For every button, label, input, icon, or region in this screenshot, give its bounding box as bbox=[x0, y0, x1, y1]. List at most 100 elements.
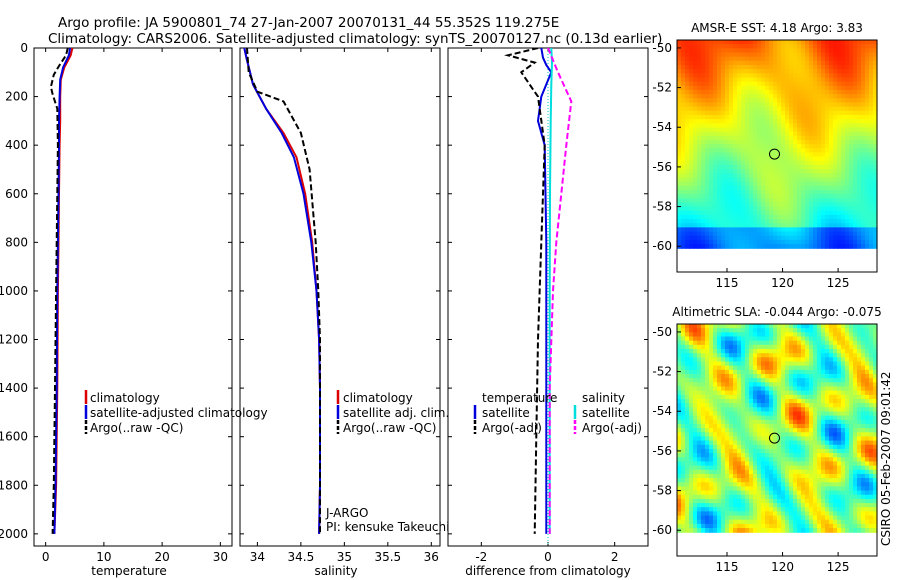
sst_map-cell bbox=[813, 164, 818, 170]
temperature-xtick-label: 10 bbox=[96, 550, 111, 564]
sst_map-cell bbox=[849, 110, 854, 116]
sst_map-cell bbox=[833, 214, 838, 220]
sst_map-cell bbox=[721, 81, 726, 87]
sst_map-cell bbox=[785, 69, 790, 74]
sst_map-cell bbox=[737, 206, 742, 212]
sla_map-cell bbox=[813, 444, 818, 450]
sst_map-cell bbox=[677, 69, 682, 74]
sst_map-cell bbox=[685, 206, 690, 212]
sla_map-cell bbox=[805, 394, 810, 400]
sla_map-cell bbox=[857, 507, 862, 512]
sla_map-cell bbox=[757, 453, 762, 458]
sst_map-cell bbox=[801, 244, 806, 249]
sla_map-cell bbox=[773, 486, 778, 492]
sla_map-cell bbox=[757, 332, 762, 338]
sst_map-cell bbox=[805, 239, 810, 245]
sla_map-cell bbox=[781, 382, 786, 388]
sst_map-cell bbox=[833, 210, 838, 216]
sla_map-cell bbox=[781, 478, 786, 483]
sst_map-cell bbox=[749, 44, 754, 49]
sst_map-cell bbox=[721, 173, 726, 179]
sst_map-cell bbox=[749, 177, 754, 183]
sst_map-cell bbox=[817, 185, 822, 191]
sla_map-cell bbox=[837, 398, 842, 404]
sst_map-cell bbox=[745, 135, 750, 141]
sst_map-cell bbox=[745, 239, 750, 245]
sst_map-cell bbox=[857, 69, 862, 74]
sla_map-cell bbox=[821, 419, 826, 425]
sla_map-cell bbox=[821, 328, 826, 333]
sla_map-cell bbox=[761, 332, 766, 338]
sst_map-cell bbox=[869, 98, 874, 104]
sst_map-cell bbox=[717, 152, 722, 158]
sla_map-cell bbox=[817, 528, 822, 533]
sst_map-cell bbox=[829, 206, 834, 212]
sla_map-cell bbox=[785, 398, 790, 404]
sst_map-cell bbox=[805, 169, 810, 174]
sst_map-cell bbox=[849, 231, 854, 237]
sla_map-cell bbox=[805, 498, 810, 504]
sst_map-cell bbox=[781, 77, 786, 83]
sla_map-cell bbox=[857, 519, 862, 525]
sla_map-cell bbox=[845, 457, 850, 463]
sst_map-cell bbox=[797, 156, 802, 162]
sst_map-cell bbox=[797, 85, 802, 91]
sla_map-cell bbox=[689, 357, 694, 363]
sla_map-cell bbox=[773, 478, 778, 483]
sst_map-cell bbox=[849, 139, 854, 145]
sla_map-cell bbox=[693, 478, 698, 483]
sla_map-cell bbox=[681, 340, 686, 346]
sla_map-cell bbox=[785, 324, 790, 329]
sla_map-cell bbox=[733, 378, 738, 383]
sla_map-cell bbox=[817, 523, 822, 529]
sla_map-cell bbox=[789, 411, 794, 417]
sla_map-cell bbox=[681, 465, 686, 471]
sst-map-panel: AMSR-E SST: 4.18 Argo: 3.83 -50-52-54-56… bbox=[652, 21, 878, 290]
sla-map-panel: Altimetric SLA: -0.044 Argo: -0.075 -50-… bbox=[652, 305, 881, 574]
sla_map-cell bbox=[721, 494, 726, 500]
sla_map-cell bbox=[769, 469, 774, 475]
sst_map-cell bbox=[849, 160, 854, 166]
sst_map-cell bbox=[801, 185, 806, 191]
sst_map-cell bbox=[829, 123, 834, 129]
sst_map-cell bbox=[689, 210, 694, 216]
sst_map-cell bbox=[705, 106, 710, 112]
sla_map-cell bbox=[777, 332, 782, 338]
sla_map-cell bbox=[841, 407, 846, 413]
sst_map-cell bbox=[685, 214, 690, 220]
sla_map-cell bbox=[733, 336, 738, 342]
sla_map-cell bbox=[761, 344, 766, 350]
sst_map-cell bbox=[689, 169, 694, 174]
sla_map-cell bbox=[813, 353, 818, 358]
sla_map-cell bbox=[705, 511, 710, 517]
sst_map-cell bbox=[821, 189, 826, 195]
sla_map-cell bbox=[829, 523, 834, 529]
sst_map-cell bbox=[813, 131, 818, 137]
sla_map-cell bbox=[857, 324, 862, 329]
sst_map-cell bbox=[761, 214, 766, 220]
sla_map-cell bbox=[837, 519, 842, 525]
sla_map-cell bbox=[701, 398, 706, 404]
sla_map-cell bbox=[725, 465, 730, 471]
sst_map-cell bbox=[801, 44, 806, 49]
sla_map-cell bbox=[701, 328, 706, 333]
sla_map-cell bbox=[853, 332, 858, 338]
sla_map-cell bbox=[753, 428, 758, 433]
sst_map-cell bbox=[717, 60, 722, 66]
sla_map-cell bbox=[797, 503, 802, 508]
sla_map-cell bbox=[821, 411, 826, 417]
sla_map-cell bbox=[745, 332, 750, 338]
sla_map-cell bbox=[777, 486, 782, 492]
sla_map-cell bbox=[677, 482, 682, 487]
sst_map-cell bbox=[777, 214, 782, 220]
sla_map-cell bbox=[749, 523, 754, 529]
sst_map-cell bbox=[697, 185, 702, 191]
sla_map-cell bbox=[813, 373, 818, 379]
sst_map-cell bbox=[793, 173, 798, 179]
sst_map-cell bbox=[817, 94, 822, 99]
sla_map-cell bbox=[709, 494, 714, 500]
sst_map-cell bbox=[765, 52, 770, 58]
sst_map-cell bbox=[709, 119, 714, 124]
sst_map-cell bbox=[781, 210, 786, 216]
sla_map-cell bbox=[761, 428, 766, 433]
